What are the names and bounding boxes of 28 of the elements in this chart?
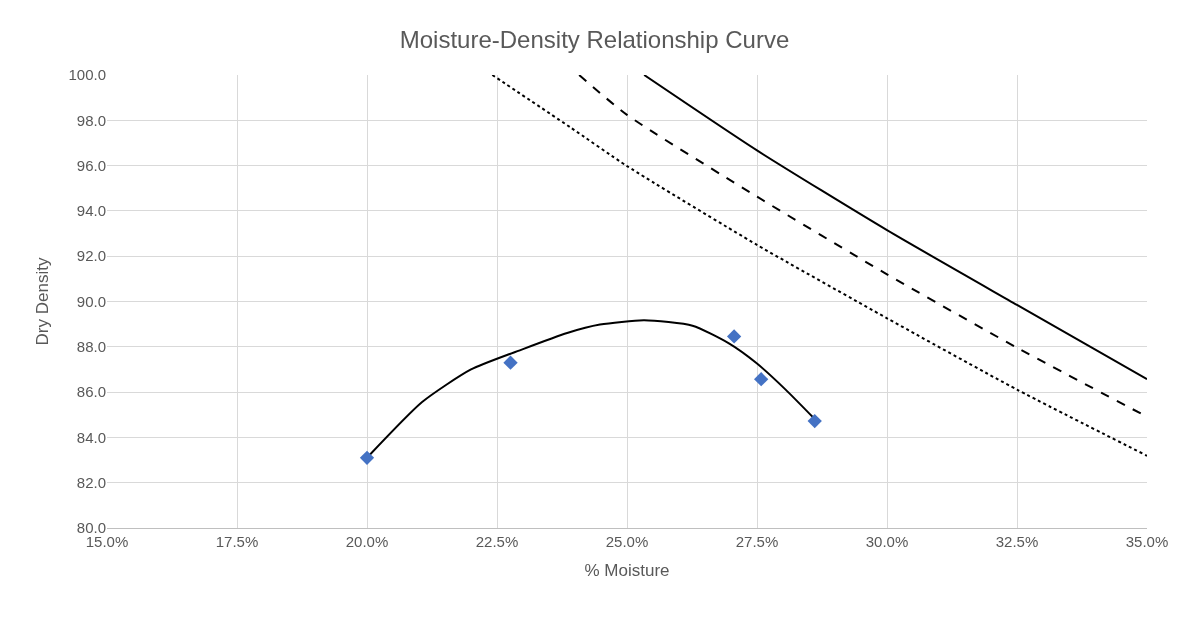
x-tick-label: 17.5% bbox=[215, 533, 259, 550]
line-series bbox=[491, 75, 1147, 457]
y-tick-label: 100.0 bbox=[68, 66, 106, 84]
point bbox=[503, 355, 518, 370]
y-tick-label: 96.0 bbox=[76, 156, 106, 174]
y-axis-title: Dry Density bbox=[33, 257, 52, 346]
point bbox=[726, 329, 742, 344]
y-tick-label: 82.0 bbox=[76, 473, 106, 491]
point bbox=[807, 413, 822, 429]
chart-title: Moisture-Density Relationship Curve bbox=[399, 25, 790, 53]
x-axis-title: % Moisture bbox=[584, 561, 670, 581]
x-tick-label: 20.0% bbox=[345, 533, 389, 550]
point bbox=[754, 372, 769, 387]
y-tick-label: 88.0 bbox=[76, 338, 106, 356]
y-tick-label: 94.0 bbox=[76, 202, 106, 220]
y-tick-label: 92.0 bbox=[76, 247, 106, 265]
x-tick-label: 32.5% bbox=[995, 533, 1039, 550]
line-series bbox=[643, 75, 1147, 381]
y-tick-label: 90.0 bbox=[76, 292, 106, 310]
x-tick-label: 35.0% bbox=[1125, 533, 1169, 550]
y-tick-label: 84.0 bbox=[76, 428, 106, 446]
x-tick-label: 25.0% bbox=[605, 533, 649, 550]
y-tick-label: 98.0 bbox=[76, 111, 106, 129]
point bbox=[359, 450, 375, 465]
x-tick-label: 30.0% bbox=[865, 533, 909, 550]
x-tick-label: 22.5% bbox=[475, 533, 519, 550]
x-tick-label: 27.5% bbox=[735, 533, 779, 550]
y-tick-label: 86.0 bbox=[76, 383, 106, 401]
